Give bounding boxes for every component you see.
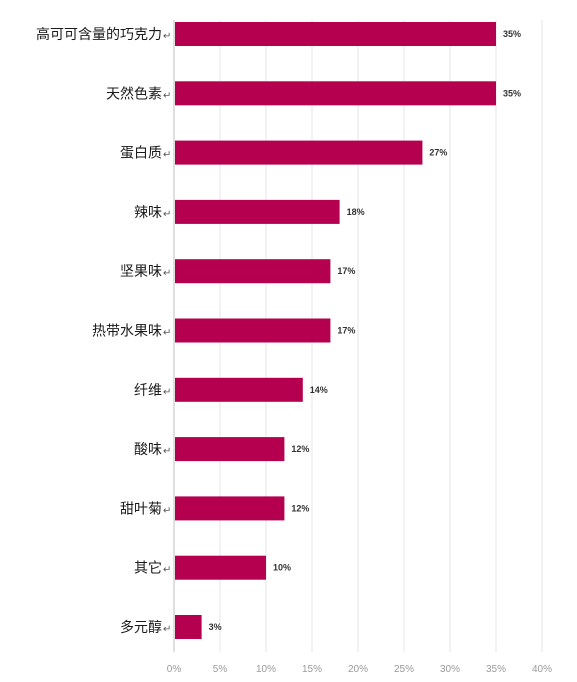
value-labels: 35% 35% 27% 18% 17% 17% 14% 12% 12% 10% 3%: [209, 29, 521, 632]
x-tick-label: 5%: [213, 664, 228, 675]
return-mark-icon: ↵: [163, 150, 171, 161]
x-tick-label: 35%: [486, 664, 506, 675]
return-mark-icon: ↵: [163, 90, 171, 101]
bar: [175, 615, 202, 639]
data-label: 3%: [209, 622, 222, 632]
bar: [175, 81, 496, 106]
bar: [175, 318, 331, 343]
category-label: 酸味: [134, 442, 162, 458]
x-tick-label: 0%: [167, 664, 182, 675]
bar: [175, 496, 285, 521]
category-label: 热带水果味: [92, 324, 162, 340]
return-mark-icon: ↵: [163, 328, 171, 339]
return-mark-icon: ↵: [163, 387, 171, 398]
bar: [175, 555, 266, 580]
category-label: 辣味: [134, 205, 162, 221]
category-label: 甜叶菊: [120, 501, 162, 517]
bar: [175, 22, 496, 46]
category-label: 高可可含量的巧克力: [36, 26, 162, 43]
bar: [175, 437, 285, 462]
data-label: 18%: [347, 207, 365, 217]
return-mark-icon: ↵: [163, 268, 171, 279]
x-tick-label: 15%: [302, 664, 322, 675]
bar: [175, 199, 340, 224]
data-label: 35%: [503, 29, 521, 39]
data-label: 35%: [503, 88, 521, 98]
return-mark-icon: ↵: [163, 565, 171, 576]
x-tick-label: 20%: [348, 664, 368, 675]
data-label: 17%: [337, 266, 355, 276]
category-label: 多元醇: [120, 619, 162, 636]
x-tick-label: 30%: [440, 664, 460, 675]
category-label: 纤维: [134, 383, 162, 399]
data-label: 27%: [429, 148, 447, 158]
data-label: 10%: [273, 563, 291, 573]
x-tick-label: 25%: [394, 664, 414, 675]
bar: [175, 259, 331, 284]
x-tick-label: 40%: [532, 664, 552, 675]
bar: [175, 140, 423, 165]
category-label: 其它: [134, 560, 162, 577]
x-tick-label: 10%: [256, 664, 276, 675]
data-label: 12%: [291, 444, 309, 454]
x-axis-ticks: 0% 5% 10% 15% 20% 25% 30% 35% 40%: [167, 664, 552, 675]
data-label: 17%: [337, 326, 355, 336]
bars: [175, 22, 496, 639]
data-label: 12%: [291, 503, 309, 513]
category-label: 天然色素: [106, 85, 162, 102]
bar: [175, 377, 303, 402]
return-mark-icon: ↵: [163, 446, 171, 457]
return-mark-icon: ↵: [163, 505, 171, 516]
category-labels: 高可可含量的巧克力 ↵天然色素 ↵蛋白质 ↵辣味 ↵坚果味 ↵热带水果味 ↵纤维 ↵酸味 ↵甜叶…: [36, 26, 171, 636]
return-mark-icon: ↵: [163, 31, 171, 42]
data-label: 14%: [310, 385, 328, 395]
category-label: 蛋白质: [120, 146, 162, 162]
category-label: 坚果味: [120, 264, 162, 280]
return-mark-icon: ↵: [163, 209, 171, 220]
return-mark-icon: ↵: [163, 624, 171, 635]
